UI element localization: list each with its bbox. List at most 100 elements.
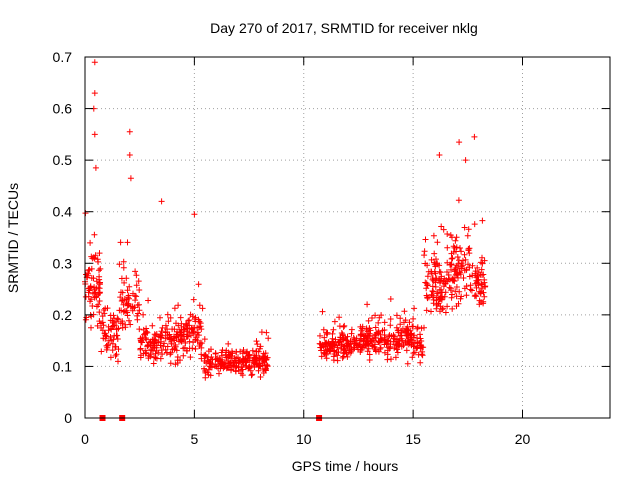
data-point — [463, 266, 470, 273]
data-point — [345, 341, 352, 348]
y-tick-label: 0.4 — [53, 204, 73, 220]
data-point — [388, 333, 395, 339]
data-point — [260, 370, 267, 376]
data-point — [91, 90, 98, 97]
data-point — [387, 316, 394, 322]
data-point — [105, 341, 111, 348]
data-point — [453, 284, 460, 290]
data-point — [101, 330, 108, 337]
data-point — [177, 357, 183, 364]
data-point — [320, 349, 327, 356]
data-point — [257, 343, 264, 350]
data-point — [143, 349, 150, 356]
data-point — [321, 350, 328, 357]
data-point — [162, 335, 169, 342]
data-point — [366, 357, 373, 363]
data-point — [136, 287, 143, 293]
data-point — [99, 319, 106, 326]
data-point — [124, 287, 131, 294]
data-point — [202, 368, 209, 374]
data-point — [446, 284, 453, 291]
data-point — [83, 271, 89, 278]
data-point — [323, 355, 330, 362]
data-point — [335, 349, 342, 356]
data-point — [125, 292, 132, 299]
data-point — [207, 360, 214, 367]
data-point — [409, 354, 416, 361]
data-point — [150, 340, 157, 347]
data-point — [184, 328, 191, 335]
data-point — [127, 321, 134, 328]
data-point — [403, 332, 410, 339]
x-tick-label: 0 — [81, 431, 89, 447]
data-point — [196, 302, 203, 309]
data-point — [349, 338, 356, 345]
data-point — [393, 312, 400, 319]
data-point — [169, 346, 176, 353]
data-point — [195, 281, 202, 288]
data-point — [403, 325, 410, 332]
data-point — [448, 255, 455, 262]
data-point — [248, 372, 255, 379]
data-point — [479, 217, 486, 224]
data-point — [100, 322, 107, 329]
data-point — [464, 232, 471, 239]
data-point — [190, 339, 197, 346]
data-point — [433, 305, 440, 312]
data-point — [336, 339, 343, 346]
data-point — [208, 346, 214, 353]
data-point — [369, 315, 375, 321]
data-point — [368, 337, 375, 344]
data-point — [144, 343, 151, 350]
data-point — [126, 128, 133, 135]
data-point — [168, 335, 175, 342]
data-point — [177, 329, 184, 336]
data-point — [147, 353, 154, 360]
data-point — [191, 211, 198, 218]
data-point — [482, 283, 488, 290]
data-point — [479, 272, 485, 278]
data-point — [120, 308, 127, 315]
data-point — [340, 336, 347, 343]
data-point — [196, 318, 203, 325]
data-point — [440, 283, 447, 290]
y-axis-label: SRMTID / TECUs — [5, 183, 21, 293]
data-point — [159, 324, 166, 331]
data-point — [140, 311, 147, 318]
data-point — [136, 326, 143, 333]
data-point — [387, 322, 394, 329]
data-point — [452, 288, 459, 295]
data-point — [123, 307, 130, 314]
data-point — [429, 283, 436, 290]
data-point — [392, 341, 399, 348]
data-point — [402, 339, 409, 346]
data-point — [101, 310, 108, 317]
data-point — [118, 307, 125, 314]
data-point — [387, 296, 394, 302]
data-point — [233, 349, 240, 355]
data-point — [136, 307, 143, 314]
data-point — [449, 275, 456, 282]
data-point — [358, 347, 365, 353]
data-point — [457, 245, 463, 251]
data-point — [465, 246, 472, 252]
data-point — [239, 372, 246, 379]
data-point — [164, 311, 171, 318]
y-tick-label: 0.2 — [53, 307, 73, 323]
data-point — [414, 324, 421, 331]
data-point — [468, 287, 475, 294]
data-point — [327, 348, 334, 355]
data-point — [381, 319, 388, 326]
data-point — [151, 331, 158, 338]
data-point — [95, 301, 102, 308]
x-tick-label: 10 — [296, 431, 312, 447]
data-point — [165, 318, 172, 325]
data-point — [158, 328, 165, 335]
data-point — [432, 270, 439, 277]
data-point — [186, 338, 193, 345]
data-point — [179, 336, 186, 342]
data-point — [96, 250, 103, 257]
data-point — [384, 337, 391, 344]
data-point — [105, 327, 112, 334]
data-point — [442, 309, 449, 316]
